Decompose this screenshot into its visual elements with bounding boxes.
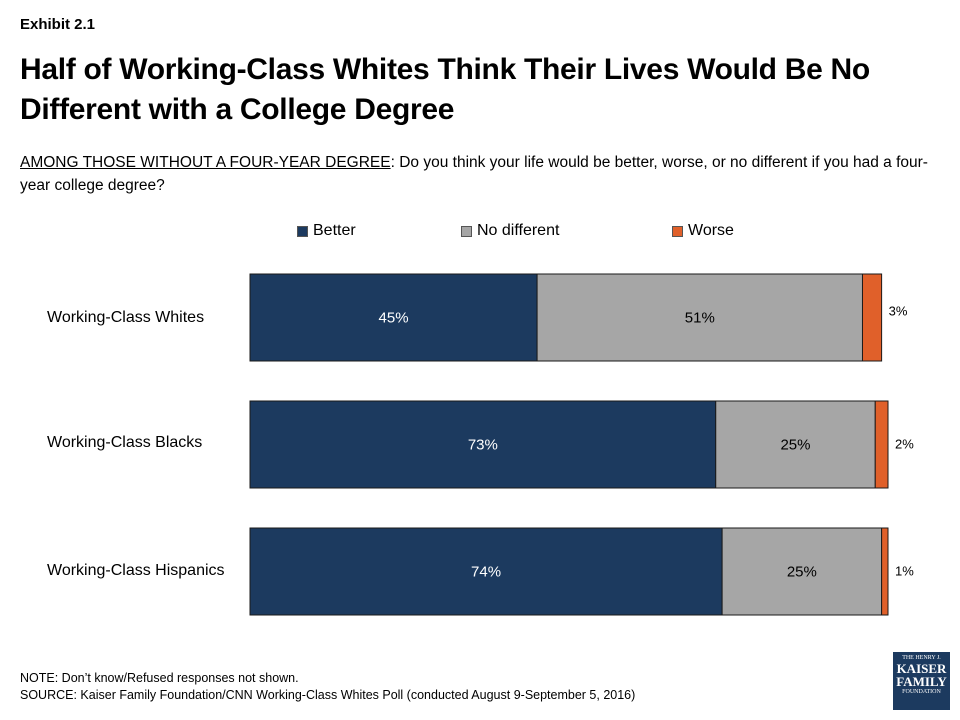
data-label-no-different-blacks: 25% [780, 437, 810, 454]
data-label-worse-blacks: 2% [895, 437, 914, 452]
question-text: : Do you think your life would be better… [20, 154, 928, 194]
logo-line-1: THE HENRY J. [902, 655, 941, 661]
bar-worse-whites [861, 273, 883, 362]
legend-label-better: Better [313, 222, 356, 239]
question-prefix: AMONG THOSE WITHOUT A FOUR-YEAR DEGREE [20, 154, 391, 171]
legend-label-worse: Worse [688, 222, 734, 239]
chart-legend: Better No different Worse [0, 222, 960, 244]
bar-better-whites [249, 273, 538, 362]
legend-swatch-better [297, 225, 308, 237]
category-label-hispanics: Working-Class Hispanics [47, 562, 225, 579]
data-label-better-whites: 45% [379, 310, 409, 327]
kff-logo: THE HENRY J. KAISER FAMILY FOUNDATION [893, 652, 950, 710]
category-label-whites: Working-Class Whites [47, 309, 205, 326]
legend-swatch-no-different [461, 225, 472, 237]
chart-title: Half of Working-Class Whites Think Their… [20, 53, 870, 126]
legend-label-no-different: No different [477, 222, 560, 239]
exhibit-label: Exhibit 2.1 [20, 16, 96, 33]
data-label-no-different-whites: 51% [685, 310, 715, 327]
bar-better-blacks [249, 400, 717, 489]
legend-item-better: Better [297, 222, 356, 240]
bar-better-hispanics [249, 527, 723, 616]
data-label-worse-hispanics: 1% [895, 564, 914, 579]
legend-item-no-different: No different [461, 222, 559, 240]
data-label-better-hispanics: 74% [471, 564, 501, 581]
bar-worse-blacks [874, 400, 889, 489]
bar-no-different-whites [536, 273, 863, 362]
legend-item-worse: Worse [672, 222, 734, 240]
data-label-no-different-hispanics: 25% [787, 564, 817, 581]
category-label-blacks: Working-Class Blacks [47, 434, 203, 451]
bar-no-different-blacks [715, 400, 876, 489]
bar-no-different-hispanics [721, 527, 883, 616]
logo-line-3: FAMILY [896, 674, 947, 689]
chart-footnotes: NOTE: Don’t know/Refused responses not s… [20, 670, 635, 704]
logo-line-2: KAISER [896, 661, 947, 676]
survey-question: AMONG THOSE WITHOUT A FOUR-YEAR DEGREE: … [20, 151, 945, 197]
bar-worse-hispanics [881, 527, 889, 616]
data-label-worse-whites: 3% [889, 304, 908, 319]
logo-line-4: FOUNDATION [902, 689, 941, 695]
source-text: SOURCE: Kaiser Family Foundation/CNN Wor… [20, 688, 636, 702]
data-label-better-blacks: 73% [468, 437, 498, 454]
legend-swatch-worse [672, 225, 683, 237]
note-text: NOTE: Don’t know/Refused responses not s… [20, 671, 299, 685]
